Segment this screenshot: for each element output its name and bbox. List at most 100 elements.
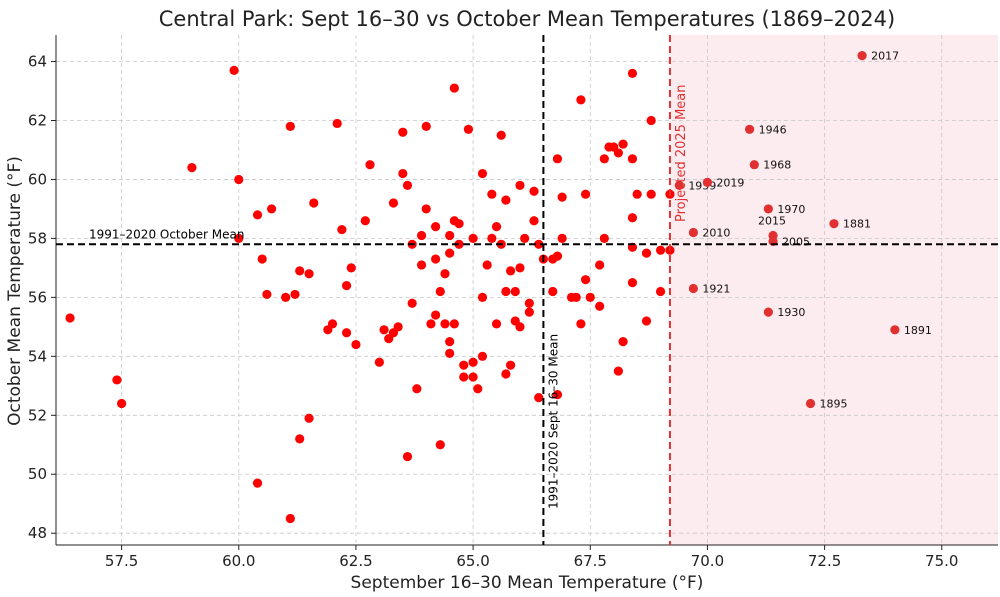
data-point <box>491 319 502 329</box>
data-point <box>552 390 563 400</box>
chart-title: Central Park: Sept 16–30 vs October Mean… <box>159 7 895 31</box>
data-point <box>571 292 581 302</box>
x-tick-label: 72.5 <box>808 552 841 570</box>
data-point <box>65 313 75 323</box>
data-point <box>365 160 375 170</box>
highlight-point <box>857 51 867 61</box>
y-axis-title: October Mean Temperature (°F) <box>5 156 25 426</box>
data-point <box>576 319 586 329</box>
data-point <box>309 198 319 208</box>
y-tick-label: 48 <box>28 524 47 542</box>
point-year-label: 1930 <box>777 306 805 319</box>
data-point <box>117 398 127 409</box>
data-point <box>576 95 586 105</box>
data-point <box>435 440 445 450</box>
data-point <box>337 224 347 235</box>
data-point <box>445 248 455 258</box>
data-point <box>402 180 413 190</box>
data-point <box>627 213 638 223</box>
data-point <box>360 216 370 226</box>
data-point <box>524 307 534 317</box>
x-tick-label: 65.0 <box>456 552 489 570</box>
point-year-label: 1891 <box>904 324 932 337</box>
data-point <box>477 292 488 302</box>
y-tick-label: 56 <box>28 288 47 306</box>
data-point <box>285 121 295 131</box>
data-point <box>585 292 595 302</box>
point-year-label: 2005 <box>782 235 810 248</box>
data-point <box>482 260 492 270</box>
point-year-label: 1959 <box>688 179 716 192</box>
y-tick-label: 62 <box>28 111 47 129</box>
data-point <box>388 198 399 208</box>
projected-region <box>669 35 998 545</box>
data-point <box>534 393 544 403</box>
y-tick-label: 54 <box>28 347 47 365</box>
data-point <box>618 139 628 149</box>
data-point <box>520 233 530 244</box>
data-point <box>379 325 389 335</box>
data-point <box>613 366 623 376</box>
projected-mean-label: Projected 2025 Mean <box>674 85 689 223</box>
data-point <box>459 360 469 370</box>
highlight-point <box>805 398 816 409</box>
data-point <box>421 204 431 214</box>
data-point <box>646 189 656 199</box>
highlight-point <box>674 180 684 190</box>
point-year-label: 1895 <box>820 397 848 410</box>
data-point <box>505 360 516 370</box>
data-point <box>187 163 197 173</box>
y-tick-label: 58 <box>28 229 47 247</box>
data-point <box>435 286 445 297</box>
data-point <box>641 248 652 258</box>
data-point <box>618 336 628 347</box>
point-year-label: 1946 <box>759 123 787 136</box>
data-point <box>295 434 305 444</box>
data-point <box>426 319 436 329</box>
data-point <box>112 375 122 385</box>
data-point <box>501 369 511 379</box>
point-year-label: 1881 <box>843 218 871 231</box>
x-tick-label: 62.5 <box>339 552 372 570</box>
data-point <box>285 513 295 524</box>
x-tick-label: 70.0 <box>691 552 724 570</box>
data-point <box>398 127 408 137</box>
data-point <box>281 292 291 302</box>
data-point <box>252 210 263 220</box>
data-point <box>496 130 506 140</box>
data-point <box>252 478 263 488</box>
data-point <box>431 254 441 264</box>
x-tick-label: 60.0 <box>222 552 255 570</box>
data-point <box>505 266 516 276</box>
data-point <box>402 451 413 462</box>
data-point <box>431 222 441 232</box>
data-point <box>599 154 609 164</box>
data-point <box>655 286 666 297</box>
data-point <box>599 233 609 244</box>
x-axis-title: September 16–30 Mean Temperature (°F) <box>351 573 704 593</box>
data-point <box>445 230 455 241</box>
highlight-point <box>702 177 713 187</box>
data-point <box>304 413 314 423</box>
data-point <box>552 251 563 261</box>
data-point <box>440 319 450 329</box>
data-point <box>416 230 427 241</box>
data-point <box>468 233 478 244</box>
data-point <box>655 245 666 255</box>
data-point <box>627 154 638 164</box>
data-point <box>416 260 427 270</box>
point-year-label: 1970 <box>777 203 805 216</box>
data-point <box>534 239 544 249</box>
point-year-label: 2017 <box>871 50 899 63</box>
data-point <box>548 286 558 297</box>
plot-area: 57.5 60.0 62.5 65.0 67.5 70.0 72.5 75.0 48 50 52 54… <box>28 35 998 570</box>
data-point <box>341 328 352 338</box>
data-point <box>332 118 342 129</box>
data-point <box>454 239 464 249</box>
data-point <box>557 233 567 244</box>
highlight-point <box>688 227 698 238</box>
data-point <box>515 180 525 190</box>
data-point <box>510 286 520 297</box>
data-point <box>351 339 361 350</box>
x-tick-label: 75.0 <box>925 552 958 570</box>
